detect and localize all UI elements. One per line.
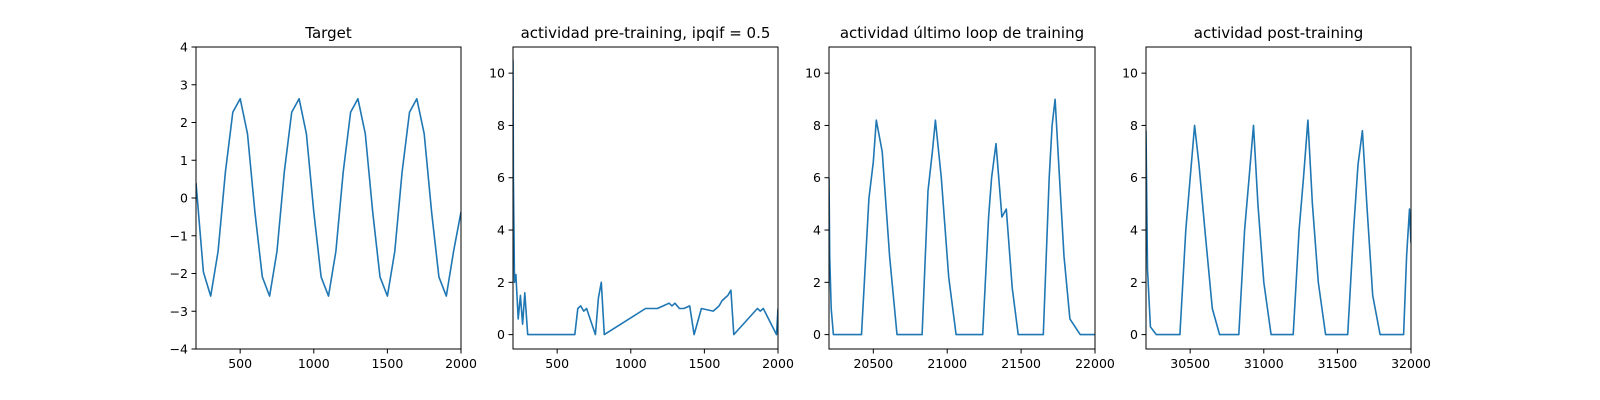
y-tick-label: 3 <box>180 77 188 92</box>
y-tick-label: 8 <box>1130 118 1138 133</box>
y-tick-label: 6 <box>497 170 505 185</box>
x-tick-label: 1500 <box>688 356 720 371</box>
y-tick-label: −3 <box>170 304 188 319</box>
series-line-0 <box>513 60 778 336</box>
series-line-0 <box>829 98 1095 336</box>
x-tick-label: 1500 <box>371 356 403 371</box>
y-tick-label: 2 <box>180 115 188 130</box>
x-tick-label: 22000 <box>1075 356 1115 371</box>
y-tick-label: 0 <box>180 191 188 206</box>
y-tick-label: 10 <box>1122 66 1138 81</box>
y-tick-label: 4 <box>813 223 821 238</box>
x-tick-label: 32000 <box>1391 356 1431 371</box>
axes-frame <box>512 46 779 350</box>
y-tick-label: 6 <box>1130 170 1138 185</box>
subplot-target: 500 1000 1500 2000 −4 −3 −2 −1 0 1 2 3 4 Target <box>170 24 477 371</box>
chart-title: actividad post-training <box>1194 24 1363 42</box>
axes-frame <box>828 46 1096 350</box>
y-tick-label: 10 <box>489 66 505 81</box>
y-tick-label: 4 <box>180 40 188 55</box>
y-tick-label: −4 <box>170 342 188 357</box>
y-tick-label: 0 <box>1130 327 1138 342</box>
x-tick-label: 1000 <box>615 356 647 371</box>
y-tick-label: 0 <box>813 327 821 342</box>
subplot-last-training-loop: 20500 21000 21500 22000 0 2 4 6 8 10 actividad últ… <box>805 24 1115 371</box>
axes-frame <box>195 46 462 350</box>
x-tick-label: 2000 <box>762 356 794 371</box>
y-tick-label: 2 <box>1130 275 1138 290</box>
x-tick-label: 500 <box>228 356 252 371</box>
series-line-0 <box>1146 119 1411 336</box>
y-tick-label: 10 <box>805 66 821 81</box>
axes-frame <box>1145 46 1412 350</box>
y-tick-label: 4 <box>1130 223 1138 238</box>
x-tick-label: 30500 <box>1170 356 1210 371</box>
chart-title: Target <box>304 24 352 42</box>
x-tick-label: 1000 <box>298 356 330 371</box>
chart-title: actividad último loop de training <box>840 24 1084 42</box>
x-tick-label: 500 <box>545 356 569 371</box>
subplot-post-training: 30500 31000 31500 32000 0 2 4 6 8 10 actividad pos… <box>1122 24 1431 371</box>
x-tick-label: 31500 <box>1318 356 1358 371</box>
y-tick-label: 1 <box>180 153 188 168</box>
y-tick-label: −1 <box>170 228 188 243</box>
x-tick-label: 20500 <box>853 356 893 371</box>
y-tick-label: 2 <box>813 275 821 290</box>
y-tick-label: 0 <box>497 327 505 342</box>
y-tick-label: 6 <box>813 170 821 185</box>
x-tick-label: 2000 <box>445 356 477 371</box>
x-tick-label: 21500 <box>1001 356 1041 371</box>
y-tick-label: 4 <box>497 223 505 238</box>
subplot-pre-training: 500 1000 1500 2000 0 2 4 6 8 10 actividad pre-trai… <box>489 24 794 371</box>
x-tick-label: 31000 <box>1244 356 1284 371</box>
y-tick-label: 8 <box>813 118 821 133</box>
x-tick-label: 21000 <box>927 356 967 371</box>
chart-title: actividad pre-training, ipqif = 0.5 <box>521 24 771 42</box>
y-tick-label: −2 <box>170 266 188 281</box>
y-tick-label: 8 <box>497 118 505 133</box>
series-line-0 <box>196 97 461 297</box>
y-tick-label: 2 <box>497 275 505 290</box>
